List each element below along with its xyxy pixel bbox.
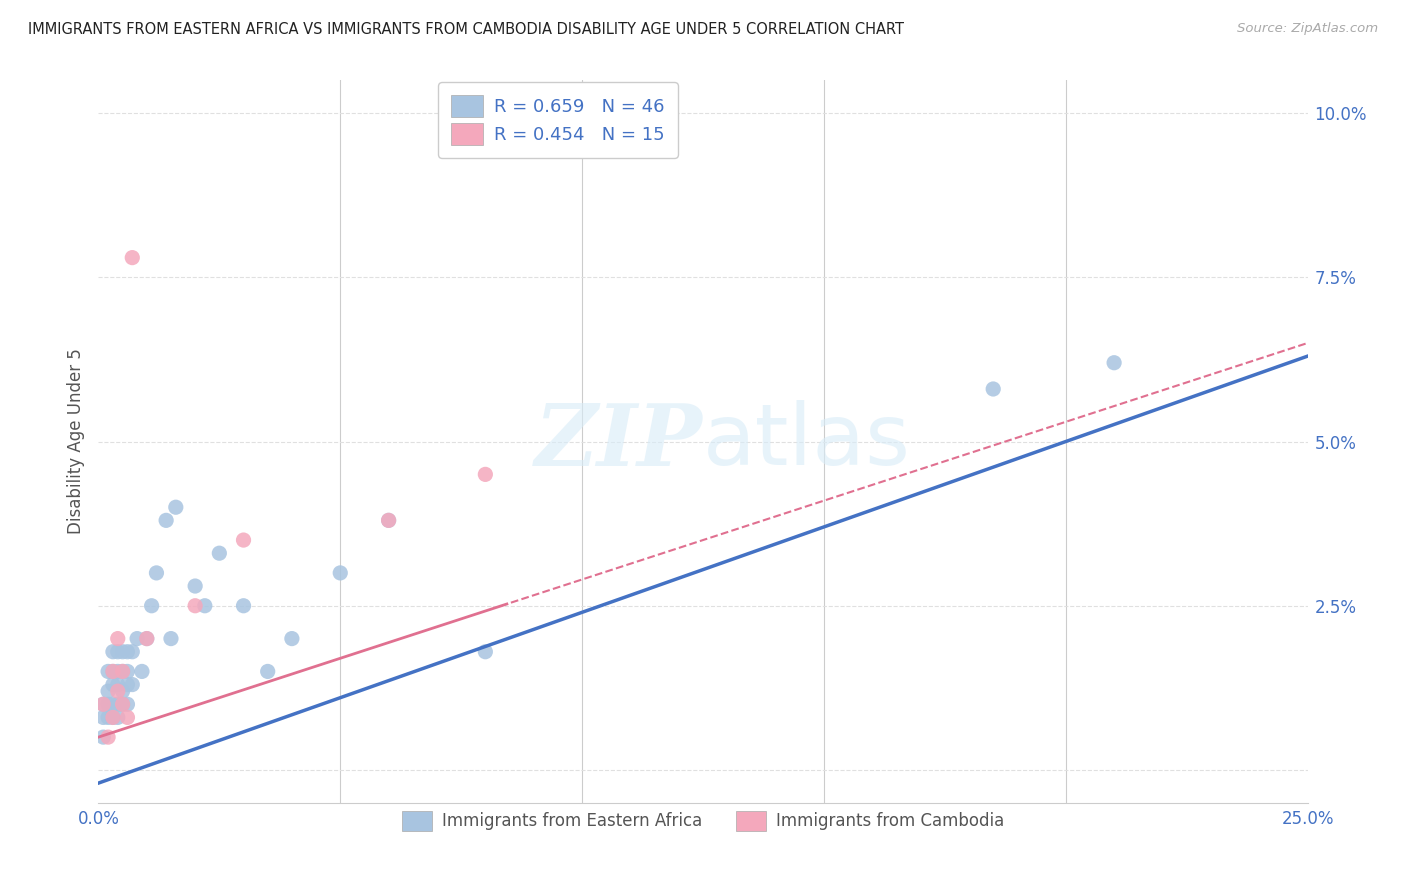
Point <box>107 645 129 659</box>
Point <box>101 665 124 679</box>
Point <box>111 665 134 679</box>
Point <box>97 730 120 744</box>
Point <box>101 698 124 712</box>
Point <box>141 599 163 613</box>
Point <box>232 599 254 613</box>
Point <box>107 684 129 698</box>
Point <box>131 665 153 679</box>
Point <box>117 698 139 712</box>
Point <box>91 698 114 712</box>
Point <box>474 645 496 659</box>
Point <box>101 665 124 679</box>
Point <box>91 710 114 724</box>
Point <box>121 677 143 691</box>
Point <box>111 698 134 712</box>
Point <box>208 546 231 560</box>
Point <box>145 566 167 580</box>
Point <box>101 645 124 659</box>
Point <box>111 684 134 698</box>
Point <box>91 698 114 712</box>
Point <box>107 665 129 679</box>
Point <box>377 513 399 527</box>
Point <box>165 500 187 515</box>
Point <box>117 665 139 679</box>
Point <box>97 698 120 712</box>
Point <box>121 251 143 265</box>
Text: IMMIGRANTS FROM EASTERN AFRICA VS IMMIGRANTS FROM CAMBODIA DISABILITY AGE UNDER : IMMIGRANTS FROM EASTERN AFRICA VS IMMIGR… <box>28 22 904 37</box>
Text: atlas: atlas <box>703 400 911 483</box>
Point <box>111 665 134 679</box>
Point <box>121 645 143 659</box>
Point <box>981 382 1004 396</box>
Legend: Immigrants from Eastern Africa, Immigrants from Cambodia: Immigrants from Eastern Africa, Immigran… <box>395 805 1011 838</box>
Point <box>91 730 114 744</box>
Point <box>135 632 157 646</box>
Point <box>111 645 134 659</box>
Point <box>117 710 139 724</box>
Point <box>127 632 149 646</box>
Point <box>1102 356 1125 370</box>
Point <box>281 632 304 646</box>
Point <box>117 645 139 659</box>
Point <box>184 599 207 613</box>
Point <box>256 665 278 679</box>
Point <box>97 710 120 724</box>
Point <box>232 533 254 547</box>
Point <box>135 632 157 646</box>
Point <box>160 632 183 646</box>
Point <box>329 566 352 580</box>
Y-axis label: Disability Age Under 5: Disability Age Under 5 <box>66 349 84 534</box>
Point <box>111 698 134 712</box>
Point <box>101 677 124 691</box>
Point <box>194 599 217 613</box>
Point <box>184 579 207 593</box>
Point <box>155 513 177 527</box>
Point <box>107 698 129 712</box>
Point <box>107 632 129 646</box>
Point <box>101 710 124 724</box>
Point <box>97 665 120 679</box>
Text: Source: ZipAtlas.com: Source: ZipAtlas.com <box>1237 22 1378 36</box>
Point <box>107 710 129 724</box>
Point <box>377 513 399 527</box>
Point <box>117 677 139 691</box>
Text: ZIP: ZIP <box>536 400 703 483</box>
Point <box>97 684 120 698</box>
Point <box>474 467 496 482</box>
Point <box>107 677 129 691</box>
Point <box>101 710 124 724</box>
